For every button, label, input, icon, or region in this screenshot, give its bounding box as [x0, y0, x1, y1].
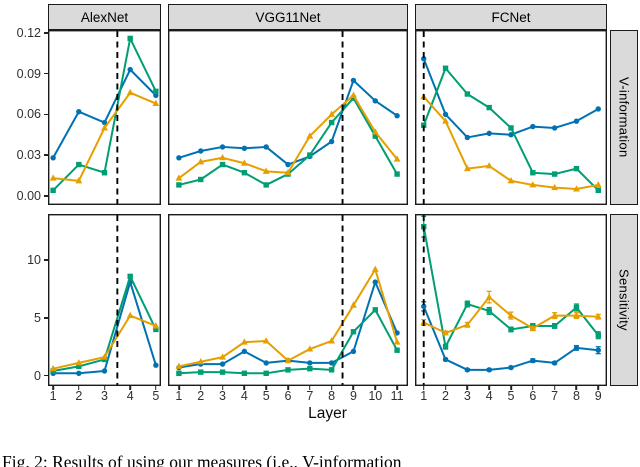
- x-tick-label: 6: [284, 389, 292, 403]
- y-axis-sensitivity: 0 5 10: [0, 214, 48, 386]
- x-tick-mark: [309, 386, 311, 390]
- x-tick-mark: [78, 386, 80, 390]
- x-tick-mark: [178, 386, 180, 390]
- x-tick-mark: [553, 386, 556, 390]
- y-tick-mark: [44, 113, 48, 116]
- x-axis-alexnet: 1 2 3 4 5: [48, 386, 161, 404]
- y-tick-mark: [44, 374, 48, 377]
- facet-strip-v-information: V-information: [610, 30, 638, 205]
- y-tick-label: 0.03: [16, 148, 41, 163]
- y-tick-label: 0.09: [16, 66, 41, 81]
- x-tick-label: 7: [551, 389, 559, 403]
- x-tick-mark: [287, 386, 289, 390]
- facet-strip-vgg11net-label: VGG11Net: [255, 9, 321, 25]
- y-tick-mark: [44, 194, 48, 197]
- x-tick-mark: [265, 386, 267, 390]
- x-tick-label: 4: [126, 389, 134, 403]
- x-tick-mark: [199, 386, 202, 390]
- x-tick-label: 6: [529, 389, 537, 403]
- x-tick-mark: [243, 386, 246, 390]
- facet-strip-sensitivity-label: Sensitivity: [616, 269, 632, 331]
- y-tick-mark: [44, 317, 48, 319]
- x-tick-label: 2: [442, 389, 450, 403]
- facet-strip-alexnet: AlexNet: [48, 4, 161, 30]
- facet-strip-vgg11net: VGG11Net: [168, 4, 408, 30]
- x-tick-label: 10: [368, 389, 383, 403]
- x-tick-mark: [374, 386, 377, 390]
- x-tick-mark: [444, 386, 447, 390]
- panel-plot-svg: [47, 29, 161, 206]
- x-tick-label: 2: [197, 389, 205, 403]
- panel-plot-svg: [47, 213, 161, 387]
- x-tick-label: 3: [101, 389, 108, 403]
- x-tick-mark: [510, 386, 512, 390]
- x-tick-mark: [466, 386, 469, 390]
- panel-plot-svg: [414, 29, 608, 206]
- facet-strip-fcnet: FCNet: [415, 4, 607, 30]
- panel-vgg11net-sensitivity: [167, 213, 409, 387]
- x-tick-mark: [103, 386, 106, 390]
- facet-strip-fcnet-label: FCNet: [491, 9, 531, 25]
- y-tick-label: 0.00: [16, 188, 41, 203]
- panel-alexnet-sensitivity: [47, 213, 161, 387]
- x-tick-label: 9: [349, 389, 357, 403]
- x-tick-mark: [396, 386, 398, 390]
- panel-alexnet-v-information: [47, 29, 161, 206]
- x-tick-label: 8: [328, 389, 336, 403]
- x-tick-label: 5: [152, 389, 160, 403]
- y-tick-label: 0.12: [16, 25, 41, 40]
- x-tick-mark: [52, 386, 54, 390]
- x-tick-label: 5: [507, 389, 515, 403]
- x-axis-vgg11net: 1 2 3 4 5 6 7 8 9 10 11: [168, 386, 408, 404]
- y-tick-mark: [44, 154, 48, 156]
- y-axis-v-information: 0.00 0.03 0.06 0.09 0.12: [0, 26, 48, 205]
- x-tick-label: 3: [219, 389, 227, 403]
- x-tick-label: 9: [594, 389, 602, 403]
- x-tick-mark: [532, 386, 534, 390]
- y-tick-mark: [44, 259, 48, 261]
- x-tick-mark: [597, 386, 600, 390]
- panel-plot-svg: [167, 213, 409, 387]
- x-tick-label: 4: [240, 389, 248, 403]
- y-tick-label: 0: [34, 368, 41, 383]
- y-tick-mark: [44, 72, 48, 75]
- x-tick-mark: [155, 386, 157, 390]
- x-tick-mark: [575, 386, 578, 390]
- y-tick-label: 0.06: [16, 107, 41, 122]
- x-tick-label: 7: [306, 389, 314, 403]
- facet-strip-v-information-label: V-information: [616, 77, 632, 158]
- x-tick-mark: [488, 386, 490, 390]
- x-tick-label: 2: [75, 389, 83, 403]
- x-tick-label: 4: [485, 389, 493, 403]
- x-tick-label: 8: [572, 389, 580, 403]
- x-tick-mark: [221, 386, 224, 390]
- panel-fcnet-sensitivity: [414, 213, 608, 387]
- x-tick-label: 1: [420, 389, 428, 403]
- x-tick-label: 3: [463, 389, 471, 403]
- facet-strip-alexnet-label: AlexNet: [80, 9, 129, 25]
- panel-plot-svg: [414, 213, 608, 387]
- y-tick-label: 5: [34, 310, 41, 325]
- panel-fcnet-v-information: [414, 29, 608, 206]
- facet-strip-sensitivity: Sensitivity: [610, 214, 638, 386]
- x-axis-title: Layer: [308, 405, 347, 422]
- y-tick-label: 10: [27, 253, 41, 268]
- x-tick-label: 1: [175, 389, 183, 403]
- panel-plot-svg: [167, 29, 409, 206]
- x-tick-label: 11: [390, 389, 404, 403]
- panel-vgg11net-v-information: [167, 29, 409, 206]
- x-tick-label: 5: [262, 389, 270, 403]
- figure-caption: Fig. 2: Results of using our measures (i…: [2, 452, 402, 467]
- x-tick-mark: [330, 386, 333, 390]
- x-tick-mark: [422, 386, 425, 390]
- y-tick-mark: [44, 32, 48, 34]
- x-tick-mark: [129, 386, 131, 390]
- x-tick-mark: [352, 386, 355, 390]
- x-tick-label: 1: [49, 389, 57, 403]
